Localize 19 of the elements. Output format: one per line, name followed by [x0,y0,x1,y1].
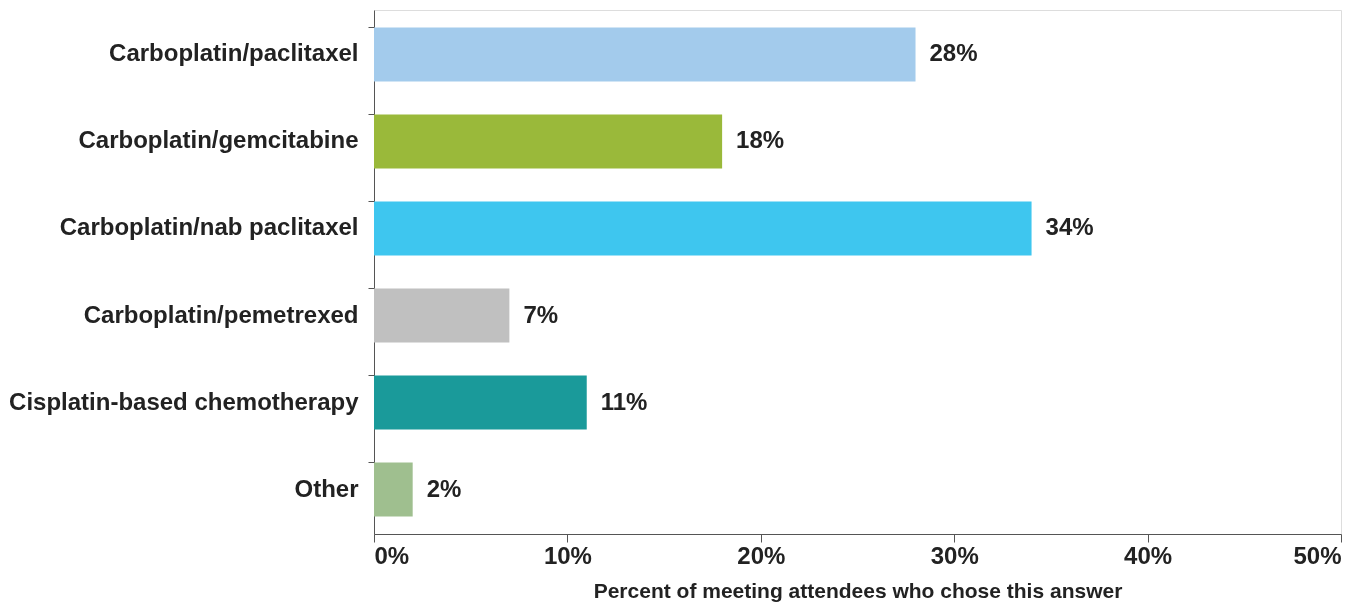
x-tick-label: 30% [930,541,979,569]
x-axis-title: Percent of meeting attendees who chose this answer [593,578,1123,602]
data-label: 28% [929,39,978,67]
y-tick-label: Carboplatin/pemetrexed [83,300,359,328]
data-label: 7% [523,300,559,328]
data-label: 2% [426,474,462,502]
y-tick-label: Carboplatin/paclitaxel [109,39,359,67]
data-label: 18% [736,126,785,154]
y-tick-label: Carboplatin/nab paclitaxel [59,213,359,241]
x-tick-label: 0% [374,541,410,569]
data-label: 11% [600,387,648,415]
x-tick-label: 40% [1124,541,1173,569]
y-tick-label: Carboplatin/gemcitabine [78,126,359,154]
x-tick-label: 10% [543,541,592,569]
data-label: 34% [1045,213,1094,241]
y-tick-label: Other [294,474,359,502]
x-tick-label: 50% [1293,541,1342,569]
x-tick-label: 20% [737,541,786,569]
y-tick-label: Cisplatin-based chemotherapy [9,387,360,415]
